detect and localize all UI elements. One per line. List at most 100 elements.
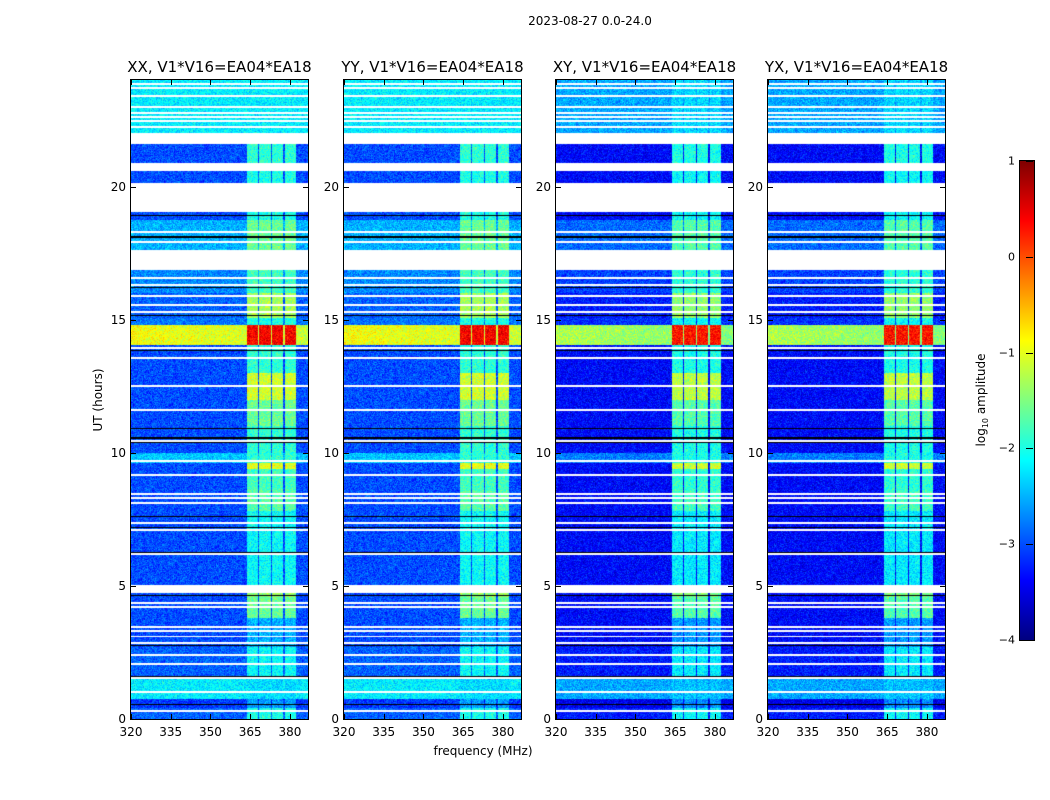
waterfall-panel-yx: YX, V1*V16=EA04*EA18 0 5 10 15 20 320 335 350 365… <box>748 58 948 739</box>
x-tick <box>926 714 928 719</box>
y-tick-label: 0 <box>331 712 339 726</box>
heatmap-image <box>131 80 308 719</box>
colorbar-tick-label: −2 <box>998 441 1015 455</box>
y-tick <box>131 719 136 720</box>
x-tick-label: 335 <box>584 725 608 739</box>
panel-title: YX, V1*V16=EA04*EA18 <box>764 58 949 76</box>
y-tick-label: 0 <box>543 712 551 726</box>
x-tick-label: 365 <box>451 725 475 739</box>
x-tick <box>210 80 212 85</box>
x-tick-label: 320 <box>119 725 143 739</box>
x-tick <box>463 714 465 719</box>
x-tick <box>383 80 385 85</box>
y-tick <box>556 319 561 321</box>
x-tick-label: 320 <box>756 725 780 739</box>
y-tick-label: 15 <box>535 312 551 327</box>
colorbar-tick <box>1026 544 1033 546</box>
x-tick <box>383 714 385 719</box>
x-tick <box>807 714 809 719</box>
y-tick-label: 0 <box>755 712 763 726</box>
y-tick <box>940 719 945 720</box>
x-tick-label: 365 <box>238 725 262 739</box>
x-tick-label: 380 <box>915 725 939 739</box>
y-tick-label: 10 <box>747 445 763 460</box>
x-tick-label: 365 <box>663 725 687 739</box>
y-tick <box>516 186 521 188</box>
x-tick <box>675 80 677 85</box>
y-tick <box>516 719 521 720</box>
x-tick <box>714 80 716 85</box>
y-tick <box>940 319 945 321</box>
y-tick <box>940 452 945 454</box>
heatmap-image <box>768 80 945 719</box>
y-tick <box>768 719 773 720</box>
waterfall-panel-yy: YY, V1*V16=EA04*EA18 0 5 10 15 20 320 335 350 365… <box>324 58 524 739</box>
x-tick-label: 350 <box>624 725 647 739</box>
y-tick-label: 5 <box>755 578 763 593</box>
x-tick-label: 350 <box>412 725 435 739</box>
y-tick-label: 15 <box>323 312 339 327</box>
waterfall-panel-xy: XY, V1*V16=EA04*EA18 0 5 10 15 20 320 335 350 365… <box>536 58 736 739</box>
x-tick <box>423 80 425 85</box>
x-tick <box>635 714 637 719</box>
y-tick-label: 5 <box>118 578 126 593</box>
y-tick <box>556 585 561 587</box>
x-tick <box>210 714 212 719</box>
colorbar-tick <box>1026 448 1033 450</box>
x-tick <box>768 714 769 719</box>
colorbar-tick <box>1026 640 1033 641</box>
y-tick <box>303 452 308 454</box>
x-tick <box>250 80 252 85</box>
x-tick <box>714 714 716 719</box>
x-tick <box>423 714 425 719</box>
x-tick-label: 380 <box>491 725 515 739</box>
x-tick <box>595 80 597 85</box>
panel-title: YY, V1*V16=EA04*EA18 <box>341 58 524 76</box>
x-tick <box>807 80 809 85</box>
colorbar-tick-label: −3 <box>998 537 1015 551</box>
y-tick <box>131 319 136 321</box>
x-tick <box>635 80 637 85</box>
x-tick <box>502 714 504 719</box>
y-tick-label: 20 <box>535 179 551 194</box>
y-tick <box>728 585 733 587</box>
panel-title: XX, V1*V16=EA04*EA18 <box>127 58 312 76</box>
colorbar-tick-label: −4 <box>998 633 1015 647</box>
y-tick <box>303 719 308 720</box>
y-tick <box>303 585 308 587</box>
y-tick <box>344 319 349 321</box>
x-tick-label: 380 <box>703 725 727 739</box>
y-tick-label: 5 <box>331 578 339 593</box>
x-tick <box>847 714 849 719</box>
heatmap-image <box>344 80 521 719</box>
x-tick <box>926 80 928 85</box>
x-tick <box>250 714 252 719</box>
x-tick-label: 380 <box>278 725 302 739</box>
x-tick <box>344 80 345 85</box>
y-tick <box>556 452 561 454</box>
y-tick <box>768 319 773 321</box>
panel-title: XY, V1*V16=EA04*EA18 <box>552 58 737 76</box>
x-tick-label: 350 <box>836 725 859 739</box>
y-tick <box>768 186 773 188</box>
x-axis-label: frequency (MHz) <box>433 744 533 758</box>
y-tick <box>940 186 945 188</box>
colorbar-label: log10 amplitude <box>974 354 990 447</box>
y-tick-label: 10 <box>535 445 551 460</box>
x-tick <box>887 714 889 719</box>
waterfall-panel-xx: XX, V1*V16=EA04*EA18 0 5 10 15 20 320 335 350 365… <box>111 58 312 739</box>
y-tick-label: 20 <box>323 179 339 194</box>
colorbar-tick <box>1026 352 1033 354</box>
x-tick <box>556 80 557 85</box>
x-tick <box>170 714 172 719</box>
y-tick <box>344 186 349 188</box>
x-tick <box>289 80 291 85</box>
colorbar-tick-label: −1 <box>998 346 1015 360</box>
x-tick <box>131 80 132 85</box>
y-tick <box>728 719 733 720</box>
x-tick <box>768 80 769 85</box>
y-tick-label: 10 <box>323 445 339 460</box>
y-tick <box>344 585 349 587</box>
y-tick <box>940 585 945 587</box>
x-tick <box>289 714 291 719</box>
